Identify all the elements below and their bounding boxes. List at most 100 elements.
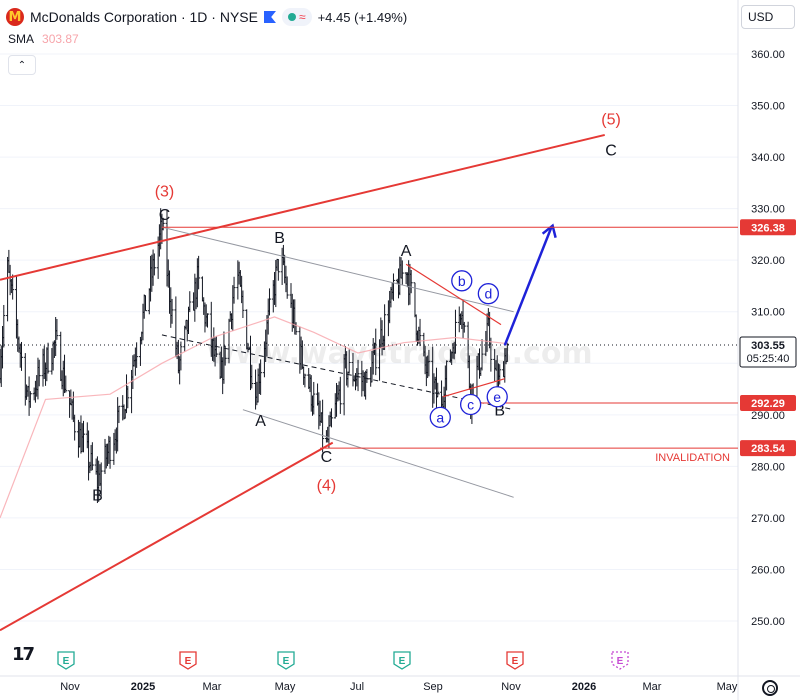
price-tick-label: 330.00: [751, 204, 785, 216]
time-tick-label: May: [717, 681, 738, 693]
sma-line: [0, 316, 508, 519]
channel-mid-line[interactable]: [161, 334, 514, 411]
flag-icon[interactable]: [263, 11, 276, 23]
earnings-label: E: [63, 656, 70, 667]
ohlc-bar: [82, 420, 86, 453]
sma-indicator-legend[interactable]: SMA 303.87: [8, 32, 79, 46]
ohlc-bar: [383, 304, 387, 350]
ohlc-bar: [427, 349, 431, 377]
earnings-marker[interactable]: E: [506, 651, 524, 670]
ohlc-bar: [312, 381, 316, 415]
earnings-marker[interactable]: E: [611, 651, 629, 670]
price-badge-label: 292.29: [751, 398, 785, 410]
earnings-icon: [57, 651, 75, 670]
wave-label[interactable]: A: [255, 413, 266, 430]
ohlc-bar: [108, 436, 112, 469]
ohlc-bar: [391, 273, 395, 301]
earnings-marker[interactable]: E: [277, 651, 295, 670]
ohlc-bar: [161, 217, 165, 231]
earnings-marker[interactable]: E: [393, 651, 411, 670]
price-tick-label: 340.00: [751, 152, 785, 164]
ohlc-bar: [117, 405, 121, 424]
wave-label: b: [458, 273, 466, 289]
price-badge: 292.29: [740, 395, 796, 412]
ohlc-bar: [453, 309, 457, 354]
time-tick-label: Sep: [423, 681, 443, 693]
ohlc-bar: [143, 295, 147, 312]
collapse-legend-button[interactable]: ⌃: [8, 55, 36, 75]
symbol-title[interactable]: McDonalds Corporation · 1D · NYSE: [30, 9, 258, 25]
wave-label[interactable]: (3): [155, 184, 175, 201]
ohlc-bar: [241, 290, 245, 318]
upper-wedge-line[interactable]: [0, 133, 605, 281]
time-tick-label: May: [275, 681, 296, 693]
ohlc-bar: [338, 376, 342, 414]
wave-label[interactable]: B: [92, 488, 103, 505]
earnings-label: E: [399, 656, 406, 667]
time-tick-label: 2026: [572, 681, 596, 693]
ohlc-bar: [489, 337, 493, 372]
price-badge: 326.38: [740, 219, 796, 236]
wave-label-circle: [486, 386, 508, 408]
earnings-marker[interactable]: E: [179, 651, 197, 670]
wave-label: a: [436, 409, 444, 425]
ohlc-bar: [505, 342, 509, 362]
wave-label[interactable]: C: [605, 142, 617, 159]
wave-label-circle: [451, 270, 473, 292]
wave-label[interactable]: B: [274, 230, 285, 247]
triangle-lower-line[interactable]: [442, 378, 505, 398]
earnings-marker[interactable]: E: [57, 651, 75, 670]
price-change: +4.45 (+1.49%): [317, 9, 408, 25]
ohlc-bar: [46, 342, 50, 374]
wave-label[interactable]: B: [494, 403, 505, 420]
ohlc-bar: [73, 414, 77, 441]
ohlc-bar: [498, 364, 502, 385]
price-tick-label: 360.00: [751, 49, 785, 61]
price-tick-label: 260.00: [751, 564, 785, 576]
mcdonalds-logo-icon: M: [6, 8, 24, 26]
projection-arrow[interactable]: [503, 226, 553, 346]
price-badge-label: 326.38: [751, 222, 785, 234]
ohlc-bar: [28, 391, 32, 408]
wave-label[interactable]: (5): [601, 111, 621, 128]
channel-lower-line[interactable]: [242, 409, 514, 498]
ohlc-bar: [374, 328, 378, 376]
ohlc-bar: [445, 360, 449, 391]
wave-label[interactable]: A: [401, 243, 412, 260]
lower-wedge-line[interactable]: [0, 441, 334, 632]
time-tick-label: Mar: [643, 681, 662, 693]
ohlc-bar: [20, 341, 24, 371]
channel-upper-line[interactable]: [161, 226, 514, 313]
wave-label[interactable]: C: [321, 449, 333, 466]
gear-icon[interactable]: [762, 680, 778, 696]
price-axis[interactable]: 250.00260.00270.00280.00290.00300.00310.…: [751, 49, 785, 628]
tradingview-logo[interactable]: 17: [12, 644, 35, 665]
sma-label: SMA: [8, 32, 35, 46]
ohlc-bar: [90, 442, 94, 471]
price-tick-label: 310.00: [751, 307, 785, 319]
invalidation-label: INVALIDATION: [655, 452, 730, 464]
arrow-head-icon: [541, 223, 557, 238]
ohlc-bar: [400, 260, 404, 285]
market-open-dot-icon: [287, 13, 296, 21]
market-status-pill[interactable]: ≈: [281, 8, 312, 26]
countdown-label: 05:25:40: [747, 353, 790, 365]
wave-label[interactable]: (4): [317, 477, 337, 494]
time-axis[interactable]: Nov 2025 Mar May Jul Sep Nov 2026 Mar May: [60, 681, 738, 693]
currency-button[interactable]: USD: [741, 5, 795, 29]
earnings-icon: [611, 651, 629, 670]
ohlc-bar: [2, 304, 6, 348]
ohlc-bar: [64, 375, 68, 393]
ohlc-bar: [197, 255, 201, 290]
triangle-upper-line[interactable]: [405, 263, 502, 326]
ohlc-bar: [152, 253, 156, 276]
ohlc-bar: [347, 349, 351, 374]
earnings-icon: [506, 651, 524, 670]
wave-label[interactable]: C: [159, 207, 171, 224]
price-tick-label: 250.00: [751, 616, 785, 628]
ohlc-bar: [205, 313, 209, 328]
price-badge: 283.54: [740, 440, 796, 457]
ohlc-bar: [436, 382, 440, 398]
sma-value: 303.87: [42, 32, 79, 46]
